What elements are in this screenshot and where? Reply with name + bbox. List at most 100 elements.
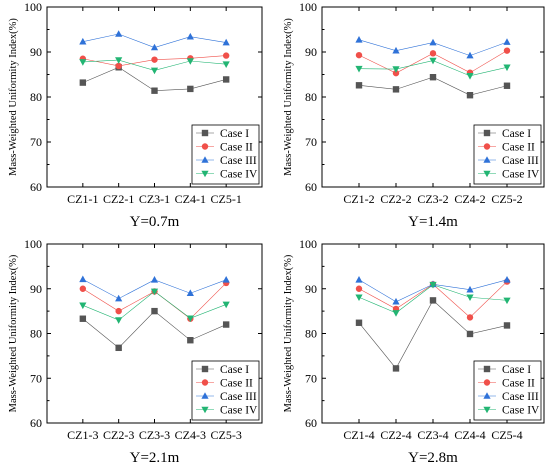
data-point xyxy=(115,307,122,315)
data-point xyxy=(115,30,123,37)
data-point xyxy=(429,281,437,289)
chart-panel-2: 60 70 80 90 100 CZ1-2 CZ2-2 CZ3-2 CZ4-2 CZ5-2 Y=1.… xyxy=(283,0,545,230)
data-point xyxy=(186,289,194,297)
data-point xyxy=(150,276,159,283)
x-tick-label: CZ4-2 xyxy=(454,192,485,206)
legend-label: Case IV xyxy=(220,169,258,181)
series-line xyxy=(82,310,227,349)
data-point xyxy=(187,337,194,344)
data-point xyxy=(222,61,230,68)
data-point xyxy=(355,319,363,326)
data-point xyxy=(429,50,437,57)
legend-marker xyxy=(201,129,209,137)
data-point xyxy=(115,62,122,70)
legend-label: Case II xyxy=(220,378,253,390)
data-point xyxy=(79,285,87,292)
data-point xyxy=(355,36,363,43)
legend-marker xyxy=(201,156,209,163)
legend-label: Case I xyxy=(502,128,531,140)
chart-title: Y=0.7m xyxy=(130,214,180,230)
y-tick-label: 80 xyxy=(305,90,317,104)
data-point xyxy=(392,365,400,372)
x-tick-label: CZ3-3 xyxy=(139,428,170,442)
legend-marker xyxy=(483,379,491,386)
y-tick-label: 70 xyxy=(30,135,42,149)
y-axis-label: Mass-Weighted Uniformity Index(%) xyxy=(8,18,19,176)
data-point xyxy=(79,315,87,322)
data-point xyxy=(150,43,159,51)
data-point xyxy=(222,52,230,59)
legend-label: Case II xyxy=(502,378,535,390)
legend-label: Case I xyxy=(220,364,249,376)
data-point xyxy=(392,86,400,93)
legend-marker xyxy=(483,143,491,150)
data-point xyxy=(466,92,474,99)
data-point xyxy=(392,310,400,317)
y-tick-label: 90 xyxy=(30,282,42,296)
data-point xyxy=(79,275,87,283)
y-tick-label: 100 xyxy=(299,237,317,251)
legend-marker xyxy=(483,156,491,163)
data-point xyxy=(79,37,87,45)
y-tick-label: 80 xyxy=(30,90,42,104)
x-tick-label: CZ5-3 xyxy=(210,428,241,442)
chart-panel-4: 60 70 80 90 100 CZ1-4 CZ2-4 CZ3-4 CZ4-4 CZ5-4 Y=2.… xyxy=(283,237,545,466)
data-point xyxy=(222,276,230,283)
data-point xyxy=(186,58,194,65)
chart-panel-3: 60 70 80 90 100 CZ1-3 CZ2-3 CZ3-3 CZ4-3 CZ5-3 Y=2.… xyxy=(8,237,263,466)
legend-marker xyxy=(201,143,209,150)
y-tick-label: 80 xyxy=(30,327,42,341)
y-tick-label: 60 xyxy=(305,416,317,430)
data-point xyxy=(466,294,474,302)
y-tick-label: 90 xyxy=(305,282,317,296)
data-point xyxy=(503,38,511,45)
data-point xyxy=(79,79,87,86)
data-point xyxy=(151,307,158,315)
x-tick-label: CZ5-1 xyxy=(210,192,241,206)
legend-marker xyxy=(201,379,209,386)
x-tick-label: CZ3-1 xyxy=(139,192,170,206)
legend-marker xyxy=(483,392,491,399)
x-tick-label: CZ5-2 xyxy=(491,192,522,206)
y-tick-label: 100 xyxy=(24,237,42,251)
legend-label: Case II xyxy=(502,142,535,154)
legend-marker xyxy=(201,406,209,414)
legend-label: Case I xyxy=(220,128,249,140)
data-point xyxy=(503,322,511,329)
chart-panel-1: 60 70 80 90 100 CZ1-1 CZ2-1 CZ3-1 CZ4-1 CZ5-1 Y=0.… xyxy=(8,0,263,230)
data-point xyxy=(429,38,437,46)
data-point xyxy=(429,297,437,304)
x-tick-label: CZ4-3 xyxy=(175,428,206,442)
data-point xyxy=(392,66,400,73)
y-tick-label: 60 xyxy=(305,180,317,194)
legend-label: Case III xyxy=(502,391,539,403)
legend-marker xyxy=(201,392,209,399)
data-point xyxy=(466,285,474,293)
data-point xyxy=(150,288,159,296)
x-tick-label: CZ4-1 xyxy=(175,192,206,206)
data-point xyxy=(222,321,230,328)
data-point xyxy=(115,57,123,64)
data-point xyxy=(355,294,363,302)
x-tick-label: CZ3-4 xyxy=(417,428,448,442)
data-point xyxy=(151,56,158,63)
data-point xyxy=(466,314,474,321)
y-tick-label: 70 xyxy=(305,135,317,149)
legend-label: Case I xyxy=(502,364,531,376)
legend-label: Case II xyxy=(220,142,253,154)
data-point xyxy=(466,330,474,338)
chart-title: Y=2.8m xyxy=(408,450,458,466)
data-point xyxy=(466,73,474,80)
legend-marker xyxy=(483,129,491,137)
data-point xyxy=(355,82,363,89)
y-tick-label: 70 xyxy=(305,371,317,385)
y-axis-label: Mass-Weighted Uniformity Index(%) xyxy=(283,18,294,176)
legend-marker xyxy=(483,406,491,414)
y-tick-label: 80 xyxy=(305,327,317,341)
chart-title: Y=2.1m xyxy=(130,450,180,466)
data-point xyxy=(503,47,511,54)
series-line xyxy=(82,291,227,321)
data-point xyxy=(115,294,123,302)
